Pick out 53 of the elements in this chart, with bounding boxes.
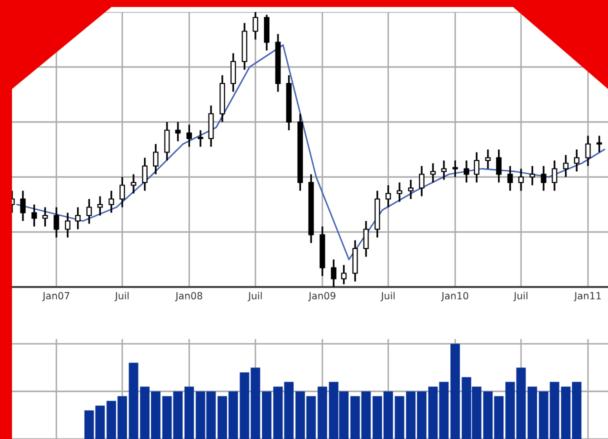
candlestick	[552, 160, 558, 192]
candlestick	[441, 160, 447, 181]
candlestick	[186, 124, 192, 148]
x-tick-label: Juil	[248, 292, 262, 302]
candlestick	[97, 195, 103, 216]
x-tick-label: Juil	[380, 292, 395, 302]
candlestick	[507, 165, 513, 192]
candlestick	[396, 182, 402, 203]
candlestick	[64, 212, 70, 238]
bar	[394, 396, 404, 439]
candlestick	[175, 121, 181, 142]
candlestick	[75, 206, 81, 230]
candlestick	[198, 129, 204, 148]
x-tick-label: Jan11	[574, 292, 601, 302]
candlestick	[142, 156, 148, 192]
x-tick-label: Juil	[513, 292, 528, 302]
candlestick	[452, 160, 458, 178]
x-tick-label: Jan08	[175, 292, 202, 302]
candlestick	[252, 11, 258, 40]
candlestick	[485, 148, 491, 170]
candlestick	[540, 165, 546, 192]
candlestick	[496, 148, 502, 184]
candlestick	[418, 165, 424, 198]
candlestick	[563, 154, 569, 178]
candlestick	[363, 220, 369, 258]
x-tick-label: Jan09	[308, 292, 336, 302]
candlestick	[574, 148, 580, 172]
candlestick	[474, 151, 480, 184]
candlestick	[585, 134, 591, 167]
x-tick-label: Juil	[114, 292, 129, 302]
candlestick	[20, 190, 26, 222]
candlestick	[130, 173, 136, 194]
candlestick	[86, 198, 92, 225]
candlestick	[230, 52, 236, 93]
x-tick-label: Jan07	[42, 292, 70, 302]
candlestick	[120, 176, 125, 208]
candlestick	[330, 258, 336, 288]
candlestick	[108, 190, 114, 214]
candlestick	[54, 206, 60, 238]
candlestick	[530, 165, 536, 186]
x-tick-label: Jan10	[440, 292, 468, 302]
candlestick	[596, 134, 602, 154]
candlestick	[42, 206, 48, 228]
bar	[262, 391, 272, 439]
candlestick	[31, 204, 37, 228]
candlestick	[430, 162, 436, 184]
candlestick	[385, 184, 391, 208]
candlestick	[408, 178, 414, 200]
candlestick	[152, 143, 158, 176]
candlestick	[341, 264, 347, 286]
candlestick	[164, 121, 170, 162]
candlestick	[464, 160, 470, 184]
candlestick	[518, 168, 524, 192]
